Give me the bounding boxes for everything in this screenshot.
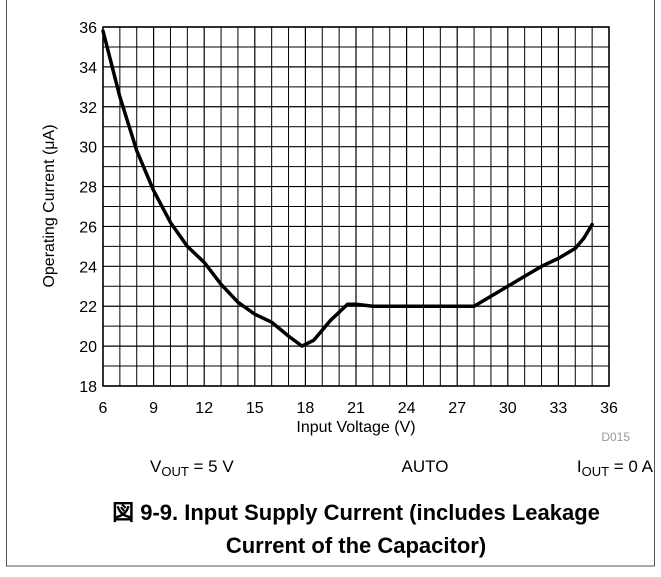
frame xyxy=(6,0,655,567)
condition-note: AUTO xyxy=(402,457,449,476)
y-axis-label: Operating Current (μA) xyxy=(41,124,58,287)
figure-code: D015 xyxy=(601,430,630,444)
note-text: AUTO xyxy=(402,457,449,476)
x-tick-label: 6 xyxy=(99,400,108,417)
x-tick-label: 24 xyxy=(398,400,416,417)
x-tick-label: 36 xyxy=(600,400,618,417)
y-tick-label: 36 xyxy=(79,20,97,37)
x-tick-label: 30 xyxy=(499,400,517,417)
grid xyxy=(102,26,610,387)
condition-note: VOUT = 5 V xyxy=(150,457,234,479)
y-tick-label: 28 xyxy=(79,180,97,197)
x-tick-label: 21 xyxy=(347,400,365,417)
caption-line: 図 9-9. Input Supply Current (includes Le… xyxy=(112,500,600,525)
plot xyxy=(101,29,594,348)
y-tick-label: 30 xyxy=(79,140,97,157)
data-line xyxy=(101,29,594,348)
y-tick-label: 20 xyxy=(79,339,97,356)
x-tick-label: 33 xyxy=(550,400,568,417)
y-tick-label: 18 xyxy=(79,379,97,396)
note-text: V xyxy=(150,457,162,476)
caption-line: Current of the Capacitor) xyxy=(226,533,486,558)
note-subscript: OUT xyxy=(161,464,189,479)
note-subscript: OUT xyxy=(582,464,610,479)
y-tick-label: 32 xyxy=(79,100,97,117)
note-text: I xyxy=(577,457,582,476)
x-tick-label: 9 xyxy=(149,400,158,417)
x-tick-label: 27 xyxy=(448,400,466,417)
x-tick-label: 18 xyxy=(297,400,315,417)
y-tick-label: 24 xyxy=(79,259,97,276)
y-tick-label: 26 xyxy=(79,219,97,236)
note-text: = 0 A xyxy=(609,457,654,476)
note-text: = 5 V xyxy=(189,457,235,476)
y-tick-label: 34 xyxy=(79,60,97,77)
condition-note: IOUT = 0 A xyxy=(577,457,654,479)
x-tick-label: 12 xyxy=(195,400,213,417)
plot-border xyxy=(102,26,610,387)
y-tick-label: 22 xyxy=(79,299,97,316)
x-axis-label: Input Voltage (V) xyxy=(296,419,415,436)
x-tick-label: 15 xyxy=(246,400,264,417)
